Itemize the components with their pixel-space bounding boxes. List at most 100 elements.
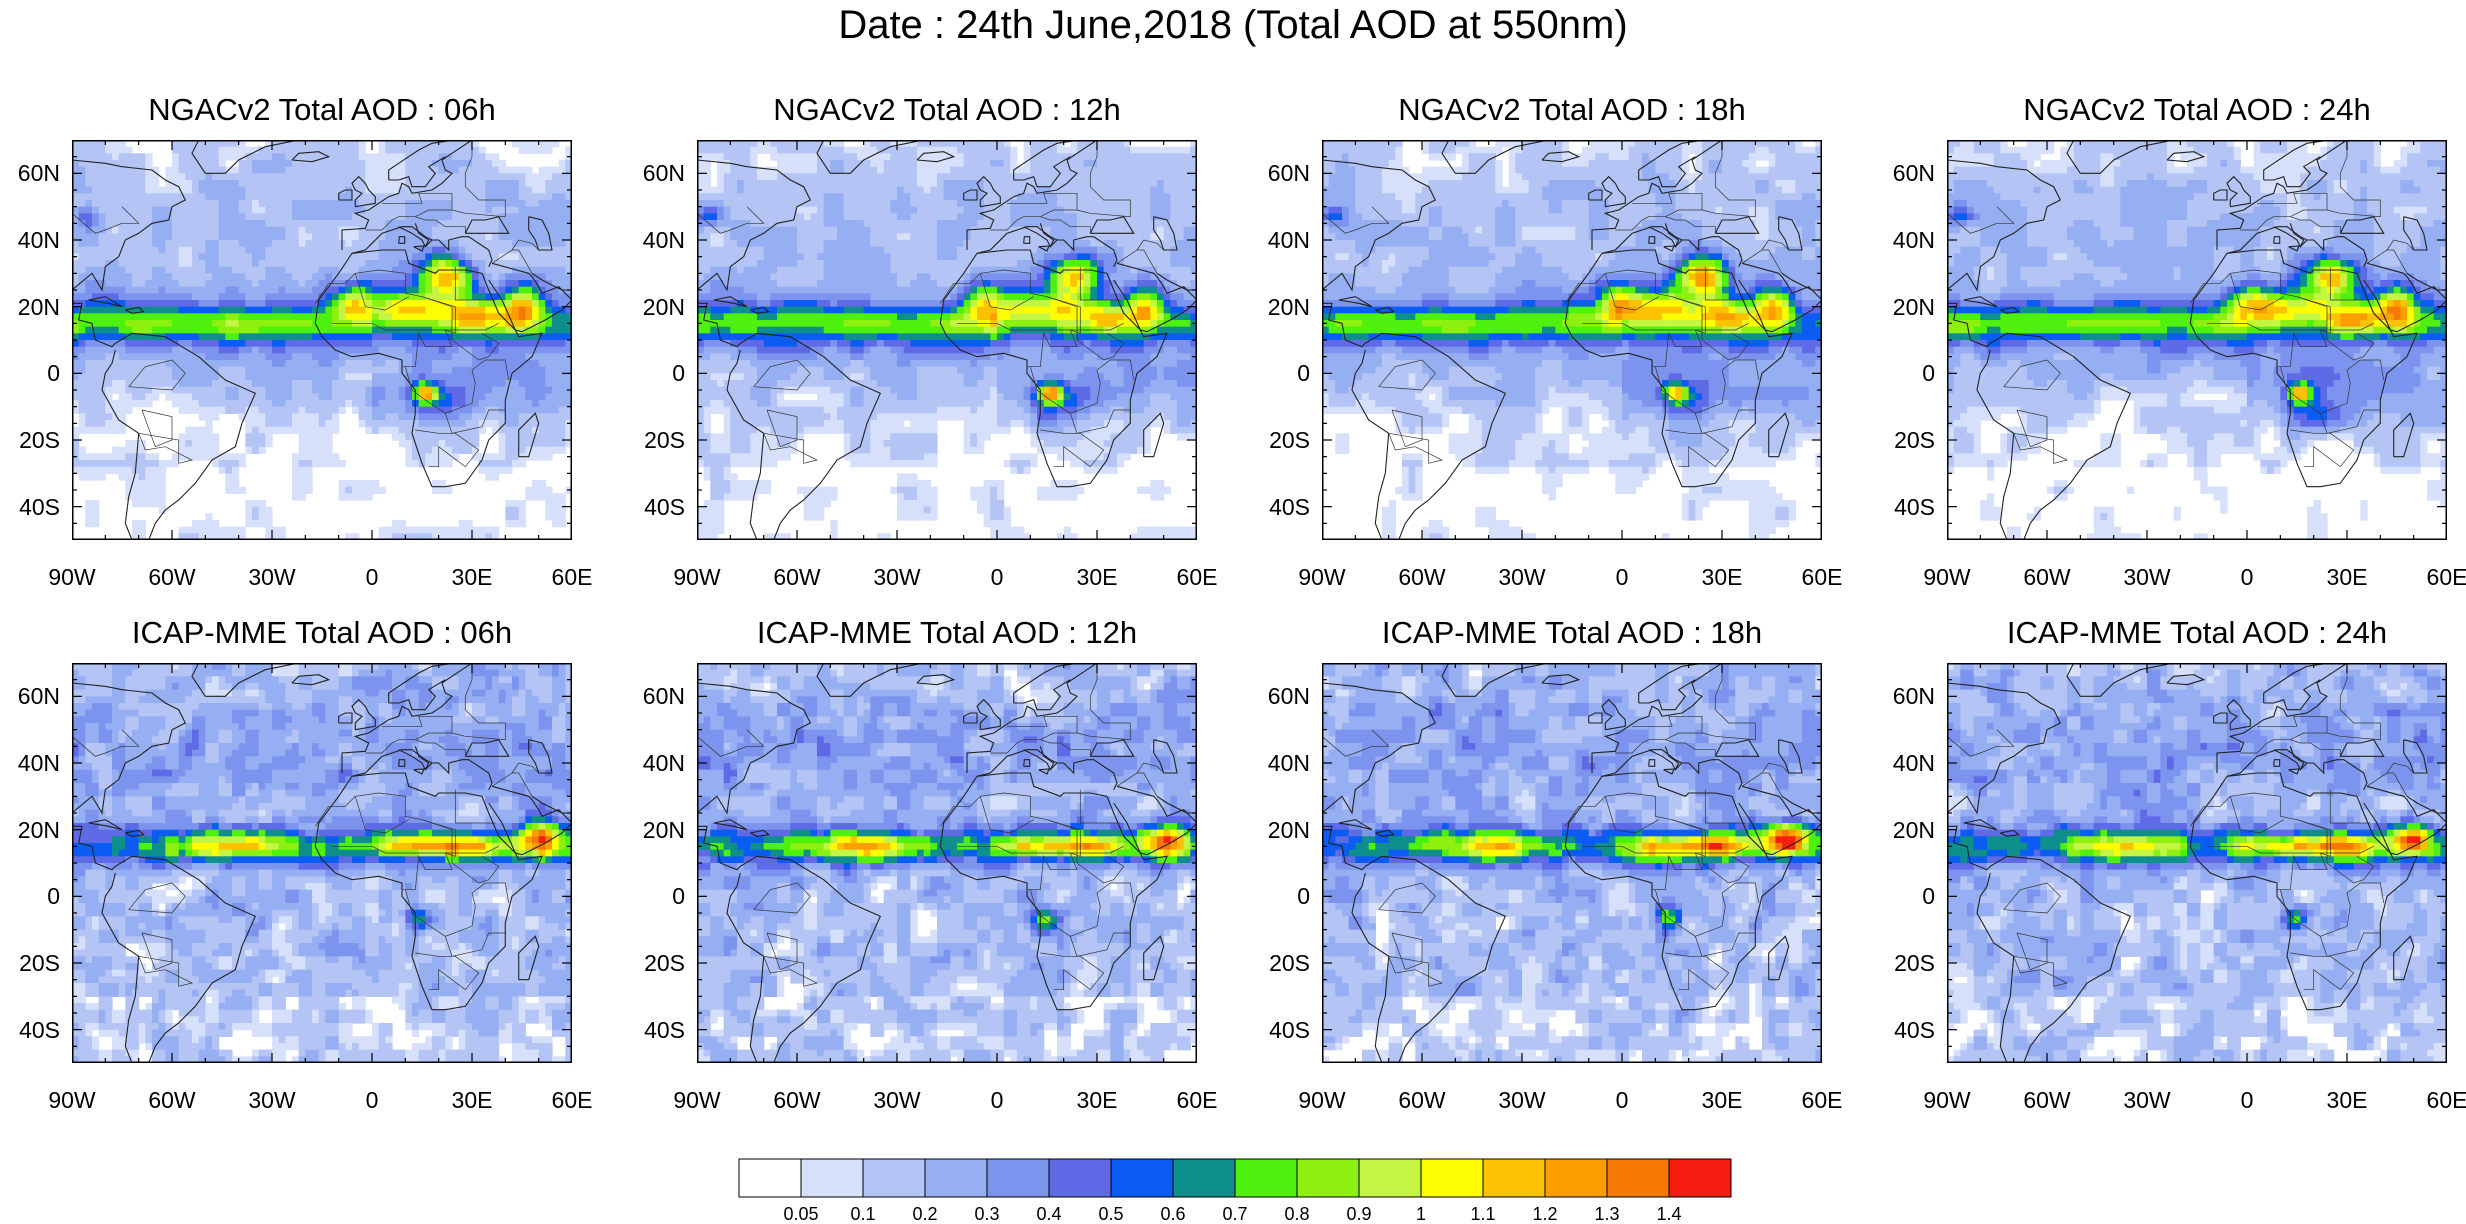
colorbar-swatch [1049, 1159, 1111, 1197]
y-tick-label: 20S [1269, 950, 1310, 976]
x-tick-label: 60W [1398, 564, 1445, 590]
y-tick-label: 0 [1922, 883, 1935, 909]
x-tick-label: 30E [1077, 564, 1118, 590]
y-tick-label: 60N [18, 160, 60, 186]
x-tick-label: 90W [1923, 564, 1970, 590]
colorbar-swatch [863, 1159, 925, 1197]
aod-map [72, 140, 572, 540]
y-tick-label: 20N [643, 294, 685, 320]
x-tick-label: 30E [1702, 564, 1743, 590]
x-tick-label: 30W [2123, 564, 2170, 590]
colorbar-level-label: 1.4 [1656, 1204, 1681, 1224]
y-tick-label: 40S [1894, 494, 1935, 520]
x-tick-label: 90W [1298, 564, 1345, 590]
x-tick-label: 30W [873, 564, 920, 590]
y-tick-label: 40N [643, 750, 685, 776]
x-tick-label: 60W [148, 564, 195, 590]
x-tick-label: 60E [1802, 1087, 1843, 1113]
x-tick-label: 60E [2427, 564, 2466, 590]
colorbar-swatch [1669, 1159, 1731, 1197]
x-tick-label: 60W [773, 1087, 820, 1113]
x-tick-label: 0 [2241, 564, 2254, 590]
aod-map [1322, 140, 1822, 540]
aod-map [1322, 663, 1822, 1063]
y-tick-label: 20N [1268, 817, 1310, 843]
colorbar-swatch [925, 1159, 987, 1197]
colorbar-level-label: 1.3 [1594, 1204, 1619, 1224]
y-tick-label: 40N [18, 227, 60, 253]
y-tick-label: 40N [1893, 227, 1935, 253]
y-tick-label: 0 [47, 360, 60, 386]
x-tick-label: 90W [48, 564, 95, 590]
y-tick-label: 0 [1297, 360, 1310, 386]
y-tick-label: 40N [1268, 227, 1310, 253]
y-tick-label: 60N [18, 683, 60, 709]
colorbar-swatch [1235, 1159, 1297, 1197]
x-tick-label: 30E [2327, 1087, 2368, 1113]
y-tick-label: 20S [1894, 427, 1935, 453]
y-tick-label: 20S [1894, 950, 1935, 976]
y-tick-label: 40S [1894, 1017, 1935, 1043]
y-tick-label: 0 [1922, 360, 1935, 386]
y-tick-label: 60N [643, 683, 685, 709]
panel-title: ICAP-MME Total AOD : 12h [697, 613, 1197, 653]
colorbar-swatch [1607, 1159, 1669, 1197]
x-tick-label: 0 [366, 1087, 379, 1113]
x-tick-label: 60E [1177, 1087, 1218, 1113]
x-tick-label: 90W [1923, 1087, 1970, 1113]
colorbar-level-label: 0.9 [1346, 1204, 1371, 1224]
y-tick-label: 40S [1269, 1017, 1310, 1043]
colorbar-swatch [1483, 1159, 1545, 1197]
x-tick-label: 60E [2427, 1087, 2466, 1113]
panel-title: ICAP-MME Total AOD : 18h [1322, 613, 1822, 653]
x-tick-label: 60W [1398, 1087, 1445, 1113]
colorbar-level-label: 0.5 [1098, 1204, 1123, 1224]
colorbar-level-label: 0.8 [1284, 1204, 1309, 1224]
aod-map [72, 663, 572, 1063]
aod-map [697, 140, 1197, 540]
y-tick-label: 20S [19, 950, 60, 976]
colorbar-swatch [1359, 1159, 1421, 1197]
y-tick-label: 60N [1893, 160, 1935, 186]
y-tick-label: 40S [19, 1017, 60, 1043]
y-tick-label: 20N [18, 817, 60, 843]
aod-colorbar [738, 1158, 1732, 1203]
x-tick-label: 60W [148, 1087, 195, 1113]
colorbar-level-label: 0.2 [912, 1204, 937, 1224]
y-tick-label: 60N [643, 160, 685, 186]
y-tick-label: 0 [672, 360, 685, 386]
colorbar-level-label: 0.3 [974, 1204, 999, 1224]
y-tick-label: 40S [19, 494, 60, 520]
aod-map [1947, 140, 2447, 540]
y-tick-label: 0 [672, 883, 685, 909]
y-tick-label: 40S [1269, 494, 1310, 520]
y-tick-label: 20S [644, 950, 685, 976]
x-tick-label: 0 [366, 564, 379, 590]
x-tick-label: 30E [2327, 564, 2368, 590]
y-tick-label: 0 [47, 883, 60, 909]
y-tick-label: 0 [1297, 883, 1310, 909]
x-tick-label: 0 [2241, 1087, 2254, 1113]
panel-title: ICAP-MME Total AOD : 06h [72, 613, 572, 653]
colorbar-level-label: 0.7 [1222, 1204, 1247, 1224]
x-tick-label: 0 [991, 564, 1004, 590]
x-tick-label: 90W [1298, 1087, 1345, 1113]
x-tick-label: 60W [2023, 564, 2070, 590]
y-tick-label: 40N [1893, 750, 1935, 776]
y-tick-label: 20N [18, 294, 60, 320]
y-tick-label: 20S [1269, 427, 1310, 453]
figure-title: Date : 24th June,2018 (Total AOD at 550n… [0, 0, 2466, 50]
y-tick-label: 20N [643, 817, 685, 843]
y-tick-label: 40S [644, 1017, 685, 1043]
y-tick-label: 20N [1893, 817, 1935, 843]
x-tick-label: 30W [1498, 564, 1545, 590]
x-tick-label: 0 [1616, 564, 1629, 590]
y-tick-label: 20S [644, 427, 685, 453]
x-tick-label: 60E [1802, 564, 1843, 590]
aod-map [1947, 663, 2447, 1063]
colorbar-swatch [739, 1159, 801, 1197]
x-tick-label: 30E [452, 1087, 493, 1113]
colorbar-swatch [987, 1159, 1049, 1197]
